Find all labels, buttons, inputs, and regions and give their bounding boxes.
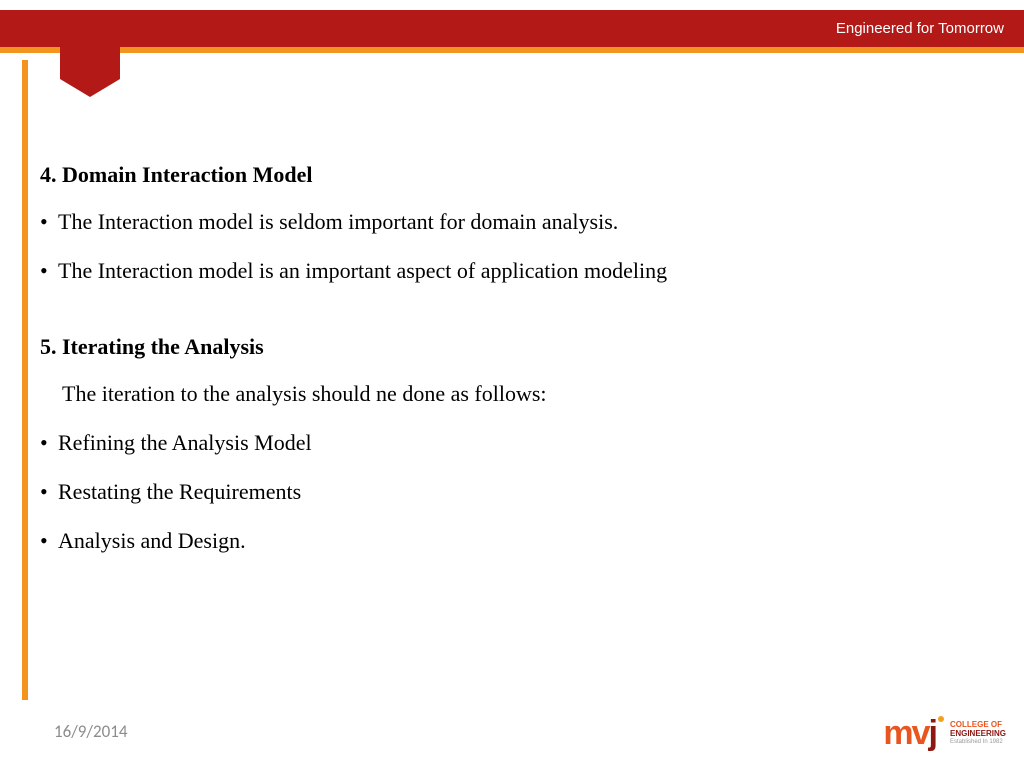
bullet-item: • The Interaction model is an important … xyxy=(40,256,940,287)
bullet-icon: • xyxy=(40,256,58,287)
logo-line2: ENGINEERING xyxy=(950,729,1006,739)
header-notch xyxy=(60,47,120,79)
bullet-text: Refining the Analysis Model xyxy=(58,428,312,459)
bullet-icon: • xyxy=(40,477,58,508)
bullet-item: • Analysis and Design. xyxy=(40,526,940,557)
logo-mark: mvj xyxy=(883,716,944,750)
logo-text: COLLEGE OF ENGINEERING Established In 19… xyxy=(950,720,1006,750)
sidebar-accent-bar xyxy=(22,60,28,700)
bullet-icon: • xyxy=(40,526,58,557)
bullet-item: • The Interaction model is seldom import… xyxy=(40,207,940,238)
college-logo: mvj COLLEGE OF ENGINEERING Established I… xyxy=(883,716,1006,750)
header-banner: Engineered for Tomorrow xyxy=(0,10,1024,47)
section5-intro: The iteration to the analysis should ne … xyxy=(62,379,940,410)
section5-heading: 5. Iterating the Analysis xyxy=(40,332,940,363)
header-tagline: Engineered for Tomorrow xyxy=(836,20,1004,37)
logo-line3: Established In 1982 xyxy=(950,739,1006,746)
bullet-item: • Restating the Requirements xyxy=(40,477,940,508)
bullet-icon: • xyxy=(40,428,58,459)
bullet-text: The Interaction model is seldom importan… xyxy=(58,207,618,238)
bullet-text: The Interaction model is an important as… xyxy=(58,256,667,287)
logo-line1: COLLEGE OF xyxy=(950,720,1006,730)
section4-heading: 4. Domain Interaction Model xyxy=(40,160,940,191)
bullet-text: Restating the Requirements xyxy=(58,477,301,508)
slide-content: 4. Domain Interaction Model • The Intera… xyxy=(40,160,940,574)
bullet-text: Analysis and Design. xyxy=(58,526,246,557)
header-accent-bar xyxy=(0,47,1024,53)
bullet-item: • Refining the Analysis Model xyxy=(40,428,940,459)
footer-date: 16/9/2014 xyxy=(54,721,127,742)
bullet-icon: • xyxy=(40,207,58,238)
